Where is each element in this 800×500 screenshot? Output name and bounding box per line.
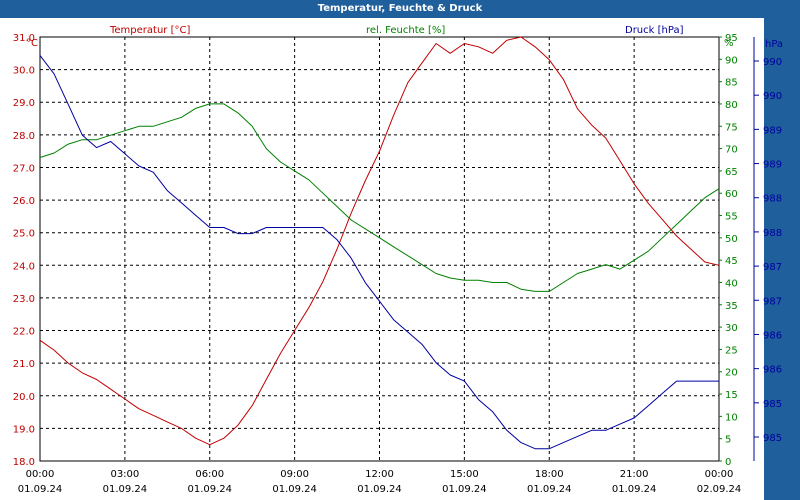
press-tick-label: 985 [763,399,782,410]
hum-tick-label: 35 [725,301,738,312]
hum-tick-label: 80 [725,100,738,111]
x-tick-date: 01.09.24 [612,484,657,495]
hum-tick-label: 70 [725,145,738,156]
x-tick-date: 01.09.24 [442,484,487,495]
press-tick-label: 987 [763,262,782,273]
temp-tick-label: 31.0 [13,33,35,44]
hum-tick-label: 95 [725,33,738,44]
temp-tick-label: 28.0 [13,131,35,142]
press-tick-label: 990 [763,57,782,68]
hum-tick-label: 55 [725,212,738,223]
x-tick-date: 01.09.24 [527,484,572,495]
x-tick-date: 01.09.24 [357,484,402,495]
hum-tick-label: 60 [725,189,738,200]
temp-tick-label: 23.0 [13,294,35,305]
x-tick-date: 01.09.24 [103,484,148,495]
temp-series-label: Temperatur [°C] [110,25,191,36]
hum-axis-unit: % [724,38,734,49]
hum-tick-label: 50 [725,234,738,245]
press-axis-unit: hPa [765,39,784,50]
window-title: Temperatur, Feuchte & Druck [0,0,800,18]
press-tick-label: 988 [763,228,782,239]
hum-tick-label: 25 [725,345,738,356]
hum-tick-label: 10 [725,412,738,423]
x-tick-time: 00:00 [705,469,734,480]
press-tick-label: 987 [763,296,782,307]
temp-tick-label: 19.0 [13,424,35,435]
hum-tick-label: 65 [725,167,738,178]
temp-tick-label: 30.0 [13,66,35,77]
temp-tick-label: 20.0 [13,392,35,403]
press-series-line [39,55,719,450]
x-tick-time: 06:00 [195,469,224,480]
x-tick-date: 01.09.24 [187,484,232,495]
temp-tick-label: 18.0 [13,457,35,468]
press-tick-label: 985 [763,433,782,444]
temp-tick-label: 21.0 [13,359,35,370]
x-tick-time: 15:00 [450,469,479,480]
hum-series-line [39,103,720,292]
temp-tick-label: 26.0 [13,196,35,207]
press-tick-label: 989 [763,125,782,136]
temp-tick-label: 22.0 [13,327,35,338]
temp-tick-label: 29.0 [13,98,35,109]
x-tick-time: 21:00 [620,469,649,480]
temp-tick-label: 27.0 [13,163,35,174]
x-tick-time: 12:00 [365,469,394,480]
hum-tick-label: 20 [725,368,738,379]
hum-tick-label: 5 [725,435,731,446]
right-panel [764,18,800,500]
temp-tick-label: 25.0 [13,229,35,240]
x-tick-date: 01.09.24 [272,484,317,495]
x-tick-date: 02.09.24 [697,484,742,495]
press-series-label: Druck [hPa] [625,25,684,36]
press-tick-label: 990 [763,91,782,102]
temp-series-line [39,36,720,446]
temp-tick-label: 24.0 [13,261,35,272]
hum-tick-label: 0 [725,457,731,468]
x-tick-date: 01.09.24 [18,484,63,495]
hum-tick-label: 45 [725,256,738,267]
hum-tick-label: 90 [725,55,738,66]
press-tick-label: 988 [763,194,782,205]
hum-tick-label: 75 [725,122,738,133]
hum-tick-label: 40 [725,278,738,289]
hum-series-label: rel. Feuchte [%] [366,25,446,36]
x-tick-time: 00:00 [26,469,55,480]
x-tick-time: 09:00 [280,469,309,480]
hum-tick-label: 85 [725,78,738,89]
x-tick-time: 03:00 [110,469,139,480]
hum-tick-label: 30 [725,323,738,334]
press-tick-label: 989 [763,160,782,171]
press-tick-label: 986 [763,330,782,341]
hum-tick-label: 15 [725,390,738,401]
press-tick-label: 986 [763,365,782,376]
x-tick-time: 18:00 [535,469,564,480]
temp-axis-unit: °C [26,38,38,49]
